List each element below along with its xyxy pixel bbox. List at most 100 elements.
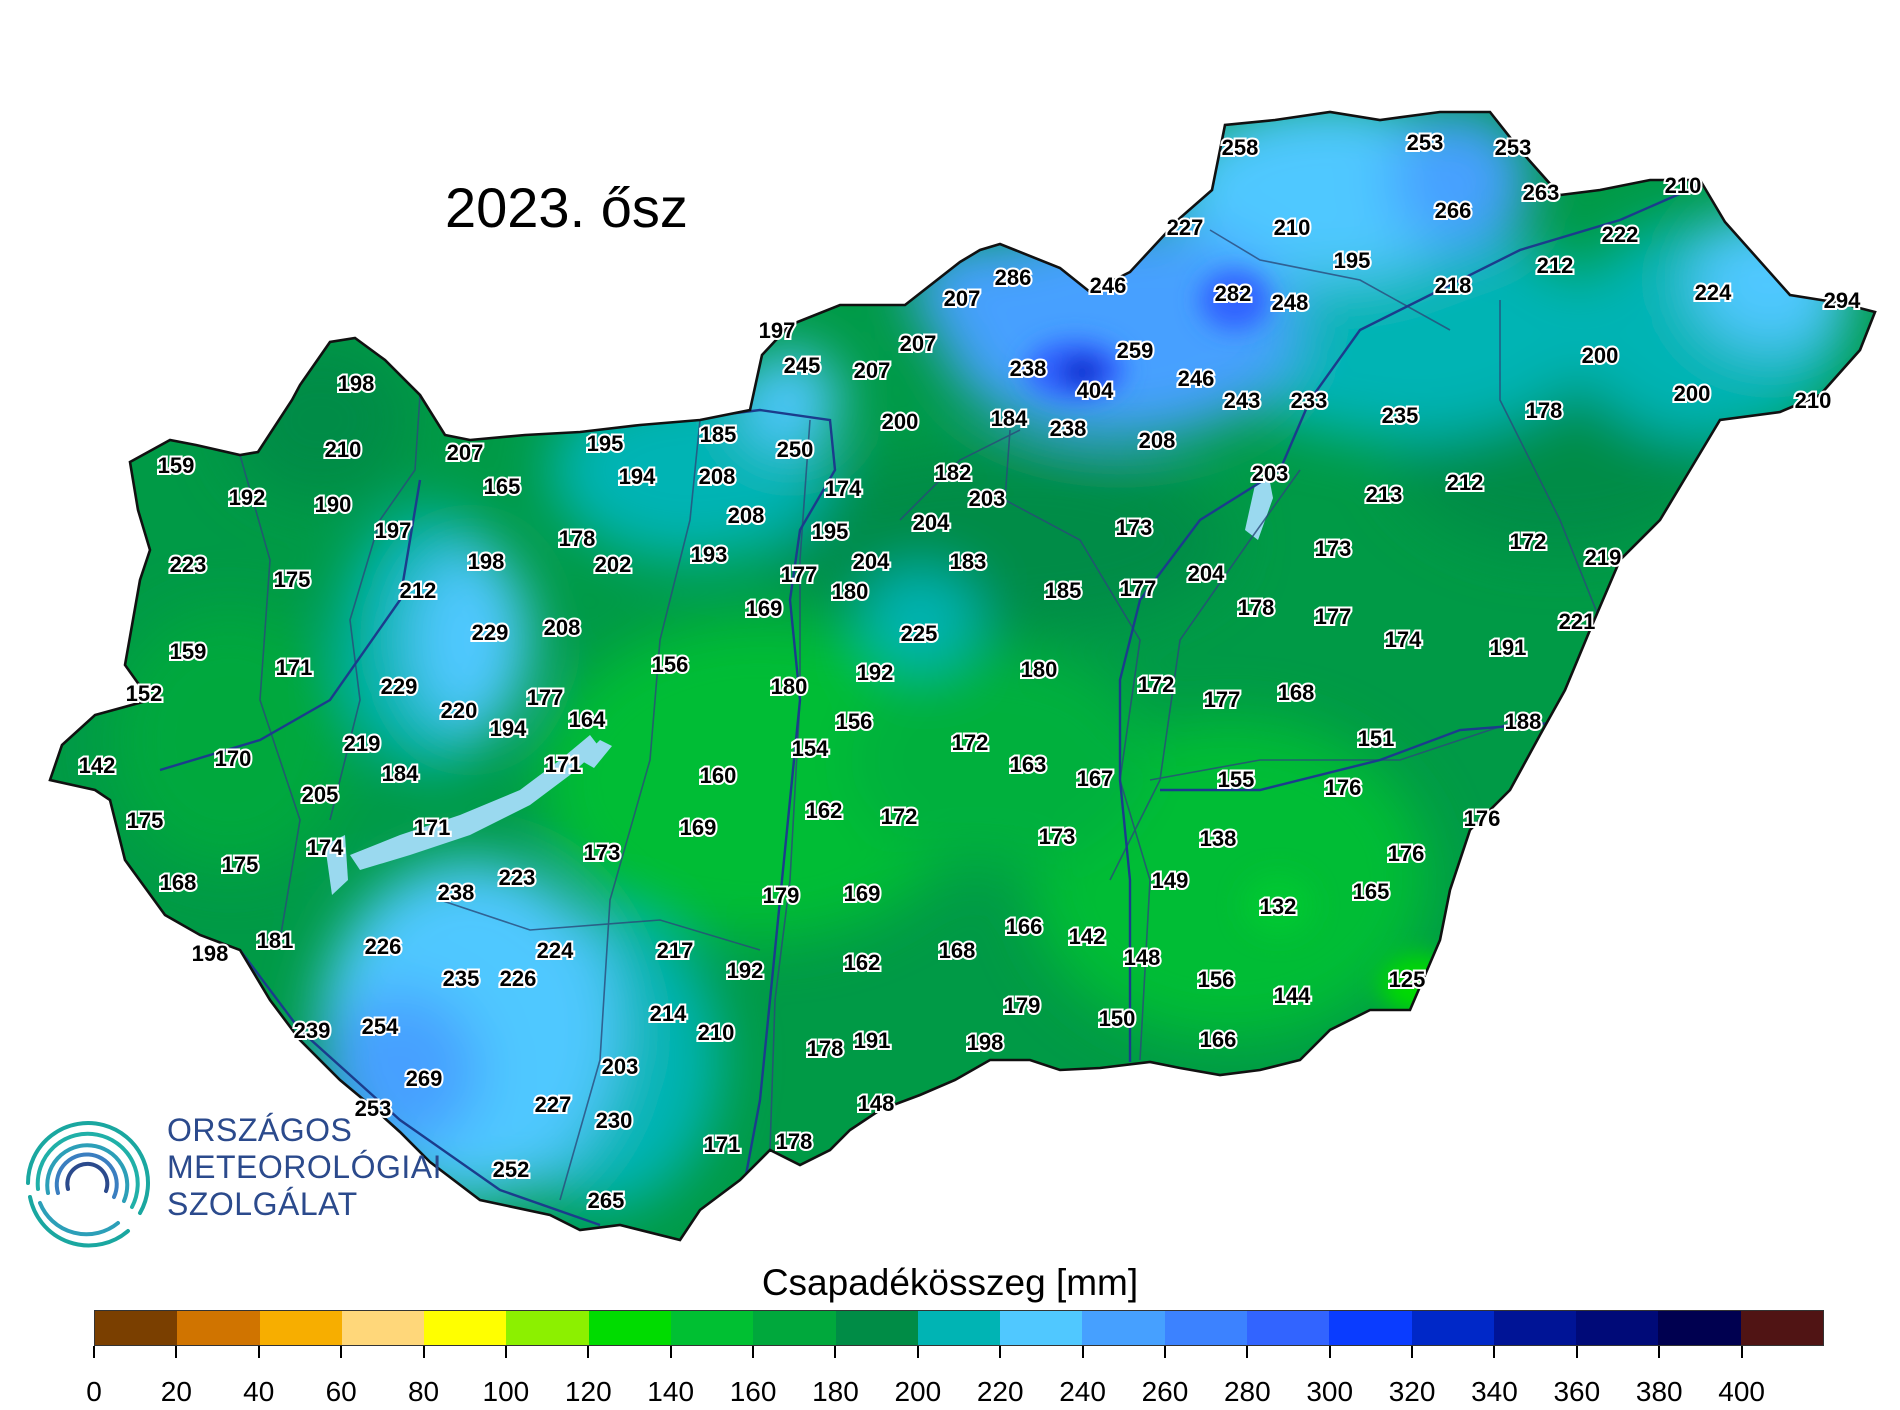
station-value: 168: [939, 938, 976, 963]
station-value: 167: [1077, 766, 1114, 791]
legend-tick-mark: [587, 1346, 590, 1358]
station-value: 220: [441, 698, 478, 723]
station-value: 171: [704, 1132, 741, 1157]
station-values: 258 253 253 263 266 210 227 210 222 195 212 218 286 2…: [77, 128, 1863, 1215]
station-value: 218: [1435, 273, 1472, 298]
station-value: 219: [344, 731, 381, 756]
legend-swatch: [753, 1311, 836, 1345]
station-value: 204: [913, 510, 950, 535]
station-value: 194: [490, 716, 527, 741]
station-value: 172: [952, 730, 989, 755]
kis-balaton: [325, 835, 348, 895]
station-value: 208: [699, 464, 736, 489]
legend-swatch: [1164, 1311, 1247, 1345]
station-value: 150: [1099, 1006, 1136, 1031]
river-koros: [1160, 718, 1591, 792]
station-value: 177: [1204, 687, 1241, 712]
legend-tick-mark: [1493, 1346, 1496, 1358]
river-drava: [239, 949, 601, 1227]
station-value: 177: [1120, 576, 1157, 601]
station-value: 177: [1315, 604, 1352, 629]
legend-tick-label: 160: [729, 1376, 777, 1407]
map-title: 2023. ősz: [445, 176, 688, 239]
legend-tick-mark: [504, 1346, 507, 1358]
logo-text: ORSZÁGOS METEOROLÓGIAI SZOLGÁLAT: [167, 1112, 442, 1223]
logo-line-3: SZOLGÁLAT: [167, 1186, 358, 1222]
legend-colorbar: [94, 1310, 1824, 1346]
station-value: 156: [652, 652, 689, 677]
station-value: 212: [400, 578, 437, 603]
station-value: 250: [777, 437, 814, 462]
legend-tick-mark: [175, 1346, 178, 1358]
station-value: 191: [1490, 635, 1527, 660]
station-value: 243: [1224, 388, 1261, 413]
legend-ticks: 0 20 40 60 80 100 120 140 160 180 200 220 240 260 280 3…: [86, 1346, 1824, 1407]
legend-tick-label: 380: [1635, 1376, 1683, 1407]
legend-tick-label: 340: [1471, 1376, 1518, 1407]
station-value: 200: [1582, 343, 1619, 368]
legend-tick-mark: [257, 1346, 260, 1358]
legend-tick-label: 140: [647, 1376, 695, 1407]
station-value: 203: [602, 1054, 639, 1079]
legend-tick-mark: [422, 1346, 425, 1358]
legend-tick-mark: [1081, 1346, 1084, 1358]
station-value: 210: [1665, 173, 1702, 198]
station-value: 181: [257, 928, 294, 953]
legend-swatch: [1082, 1311, 1165, 1345]
station-value: 235: [1382, 403, 1419, 428]
station-value: 174: [1385, 627, 1422, 652]
station-value: 225: [901, 621, 938, 646]
station-value: 159: [158, 453, 195, 478]
station-value: 142: [79, 753, 116, 778]
station-value: 210: [698, 1020, 735, 1045]
legend-tick-mark: [834, 1346, 837, 1358]
station-value: 184: [991, 406, 1028, 431]
station-value: 253: [355, 1096, 392, 1121]
station-value: 148: [858, 1091, 895, 1116]
legend-swatch: [424, 1311, 507, 1345]
station-value: 223: [499, 865, 536, 890]
station-value: 207: [447, 440, 484, 465]
legend-swatch: [917, 1311, 1001, 1345]
omsz-logo: ORSZÁGOS METEOROLÓGIAI SZOLGÁLAT: [22, 1110, 452, 1260]
station-value: 235: [443, 966, 480, 991]
station-value: 248: [1272, 290, 1309, 315]
station-value: 169: [844, 881, 881, 906]
station-value: 169: [680, 815, 717, 840]
station-value: 198: [967, 1030, 1004, 1055]
station-value: 265: [588, 1188, 625, 1213]
station-value: 175: [222, 852, 259, 877]
station-value: 198: [192, 941, 229, 966]
legend-tick-label: 240: [1059, 1376, 1106, 1407]
station-value: 227: [535, 1092, 572, 1117]
station-value: 214: [650, 1001, 687, 1026]
legend-tick-mark: [669, 1346, 672, 1358]
legend-tick-mark: [93, 1346, 95, 1358]
station-value: 178: [776, 1129, 813, 1154]
station-value: 238: [1010, 356, 1047, 381]
river-danube: [639, 408, 837, 1181]
station-value: 174: [825, 476, 862, 501]
station-value: 207: [900, 331, 937, 356]
station-value: 204: [853, 549, 890, 574]
station-value: 207: [944, 286, 981, 311]
station-value: 163: [1010, 752, 1047, 777]
station-value: 154: [792, 736, 829, 761]
legend-swatch: [177, 1311, 260, 1345]
legend-tick-mark: [1411, 1346, 1414, 1358]
station-value: 213: [1366, 482, 1403, 507]
legend-swatch: [259, 1311, 342, 1345]
station-value: 286: [995, 265, 1032, 290]
station-value: 160: [700, 763, 737, 788]
station-value: 183: [950, 549, 987, 574]
station-value: 175: [274, 567, 311, 592]
station-value: 178: [807, 1036, 844, 1061]
station-value: 168: [160, 870, 197, 895]
station-value: 222: [1602, 222, 1639, 247]
legend-title: Csapadékösszeg [mm]: [761, 1262, 1139, 1303]
station-value: 210: [325, 437, 362, 462]
legend-tick-label: 400: [1718, 1376, 1765, 1407]
station-value: 142: [1069, 924, 1106, 949]
precipitation-field: [50, 112, 1875, 1240]
lake-velence: [580, 740, 612, 768]
